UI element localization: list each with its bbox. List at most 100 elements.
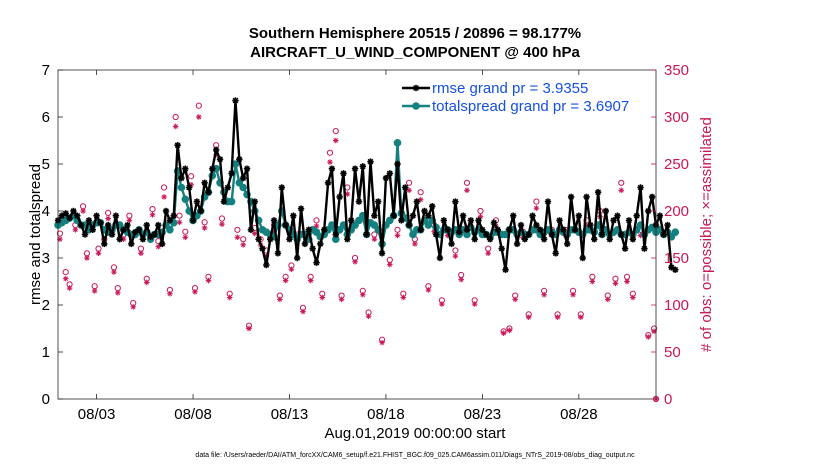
rmse-series-point xyxy=(294,254,301,262)
obs-assimilated-stroke xyxy=(115,290,121,296)
rmse-marker-stroke xyxy=(267,236,274,243)
obs-assimilated-stroke xyxy=(84,255,90,261)
rmse-marker-stroke xyxy=(275,250,281,257)
rmse-series-point xyxy=(251,198,258,205)
totalspread-series-point xyxy=(166,226,174,234)
obs-assimilated-stroke xyxy=(512,297,518,302)
rmse-marker-stroke xyxy=(437,255,443,261)
obs-assimilated-point xyxy=(176,219,183,226)
rmse-marker-stroke xyxy=(309,245,316,252)
obs-assimilated-stroke xyxy=(395,233,400,238)
rmse-marker-stroke xyxy=(224,184,231,191)
rmse-series-point xyxy=(602,207,610,215)
obs-assimilated-point xyxy=(149,211,156,218)
obs-assimilated-stroke xyxy=(283,278,288,283)
rmse-series-point xyxy=(166,217,174,224)
y-tick-label: 0 xyxy=(42,391,50,408)
rmse-series-point xyxy=(216,156,224,163)
obs-assimilated-point xyxy=(201,225,208,231)
rmse-marker-stroke xyxy=(394,161,401,167)
rmse-series-point xyxy=(70,207,77,215)
obs-assimilated-point xyxy=(604,296,611,303)
rmse-marker-stroke xyxy=(533,222,540,228)
obs-possible-point xyxy=(394,226,401,233)
rmse-marker-stroke xyxy=(491,219,497,226)
obs-assimilated-stroke xyxy=(387,262,393,267)
rmse-series-point xyxy=(309,245,316,252)
obs-possible-point xyxy=(234,226,241,233)
rmse-marker-stroke xyxy=(425,212,432,219)
rmse-marker-stroke xyxy=(263,262,270,268)
rmse-series-point xyxy=(332,231,339,238)
obs-assimilated-point xyxy=(394,232,401,239)
rmse-series-point xyxy=(147,233,154,241)
obs-assimilated-point xyxy=(182,234,189,241)
rmse-marker-stroke xyxy=(82,231,88,238)
rmse-series-point xyxy=(564,240,571,248)
rmse-marker-stroke xyxy=(645,208,652,214)
obs-assimilated-point xyxy=(115,289,121,296)
rmse-marker-stroke xyxy=(213,147,220,153)
rmse-series-point xyxy=(440,217,448,224)
rmse-series-point xyxy=(178,174,185,182)
rmse-marker-stroke xyxy=(140,236,146,243)
rmse-series-point xyxy=(220,198,228,205)
rmse-series-point xyxy=(494,226,502,233)
obs-assimilated-stroke xyxy=(150,212,155,218)
obs-assimilated-stroke xyxy=(319,295,325,300)
rmse-series-point xyxy=(128,240,135,248)
obs-assimilated-stroke xyxy=(96,250,101,256)
rmse-marker-stroke xyxy=(109,231,115,238)
obs-assimilated-stroke xyxy=(630,295,636,300)
obs-assimilated-point xyxy=(533,205,540,211)
y-tick-label: 6 xyxy=(42,109,50,126)
legend-label-1: totalspread grand pr = 3.6907 xyxy=(432,98,629,115)
obs-assimilated-point xyxy=(251,230,258,237)
rmse-series-point xyxy=(274,250,282,257)
obs-assimilated-point xyxy=(570,291,576,298)
rmse-marker-stroke xyxy=(467,217,474,224)
rmse-series-point xyxy=(467,217,475,224)
y-tick-label: 3 xyxy=(42,250,50,267)
rmse-series-point xyxy=(378,250,386,257)
rmse-marker-stroke xyxy=(460,212,466,219)
legend-label-0: rmse grand pr = 3.9355 xyxy=(432,80,588,97)
rmse-series-point xyxy=(459,212,467,219)
obs-assimilated-point xyxy=(155,243,162,250)
rmse-marker-stroke xyxy=(228,170,235,177)
rmse-series-point xyxy=(394,160,401,168)
rmse-marker-stroke xyxy=(217,156,223,163)
rmse-series-point xyxy=(205,189,212,196)
obs-possible-point xyxy=(62,269,69,276)
obs-assimilated-point xyxy=(84,255,90,261)
rmse-series-point xyxy=(471,236,478,243)
obs-assimilated-stroke xyxy=(192,289,198,295)
rmse-series-point xyxy=(259,245,266,252)
rmse-series-point xyxy=(201,179,208,186)
rmse-series-point xyxy=(81,231,89,238)
x-tick-label: 08/03 xyxy=(78,406,116,423)
obs-assimilated-stroke xyxy=(173,124,178,129)
rmse-marker-stroke xyxy=(494,226,501,233)
obs-assimilated-stroke xyxy=(439,301,445,307)
rmse-series-point xyxy=(463,226,471,233)
rmse-marker-stroke xyxy=(70,208,77,214)
rmse-marker-stroke xyxy=(325,179,331,186)
rmse-marker-stroke xyxy=(649,194,656,200)
rmse-series-point xyxy=(197,207,204,215)
rmse-series-point xyxy=(351,165,359,172)
rmse-series-point xyxy=(189,217,197,224)
rmse-marker-stroke xyxy=(448,241,455,247)
obs-assimilated-stroke xyxy=(613,281,618,286)
rmse-series-point xyxy=(124,221,131,229)
rmse-marker-stroke xyxy=(66,215,73,221)
y2-tick-label: 200 xyxy=(664,203,689,220)
obs-possible-point xyxy=(188,173,195,180)
rmse-series-point xyxy=(182,165,189,172)
rmse-marker-stroke xyxy=(286,236,293,243)
chart-title-line1: Southern Hemisphere 20515 / 20896 = 98.1… xyxy=(248,25,582,42)
rmse-series-point xyxy=(448,240,455,248)
rmse-marker-stroke xyxy=(591,236,598,243)
rmse-marker-stroke xyxy=(344,236,351,243)
obs-assimilated-stroke xyxy=(252,231,258,236)
